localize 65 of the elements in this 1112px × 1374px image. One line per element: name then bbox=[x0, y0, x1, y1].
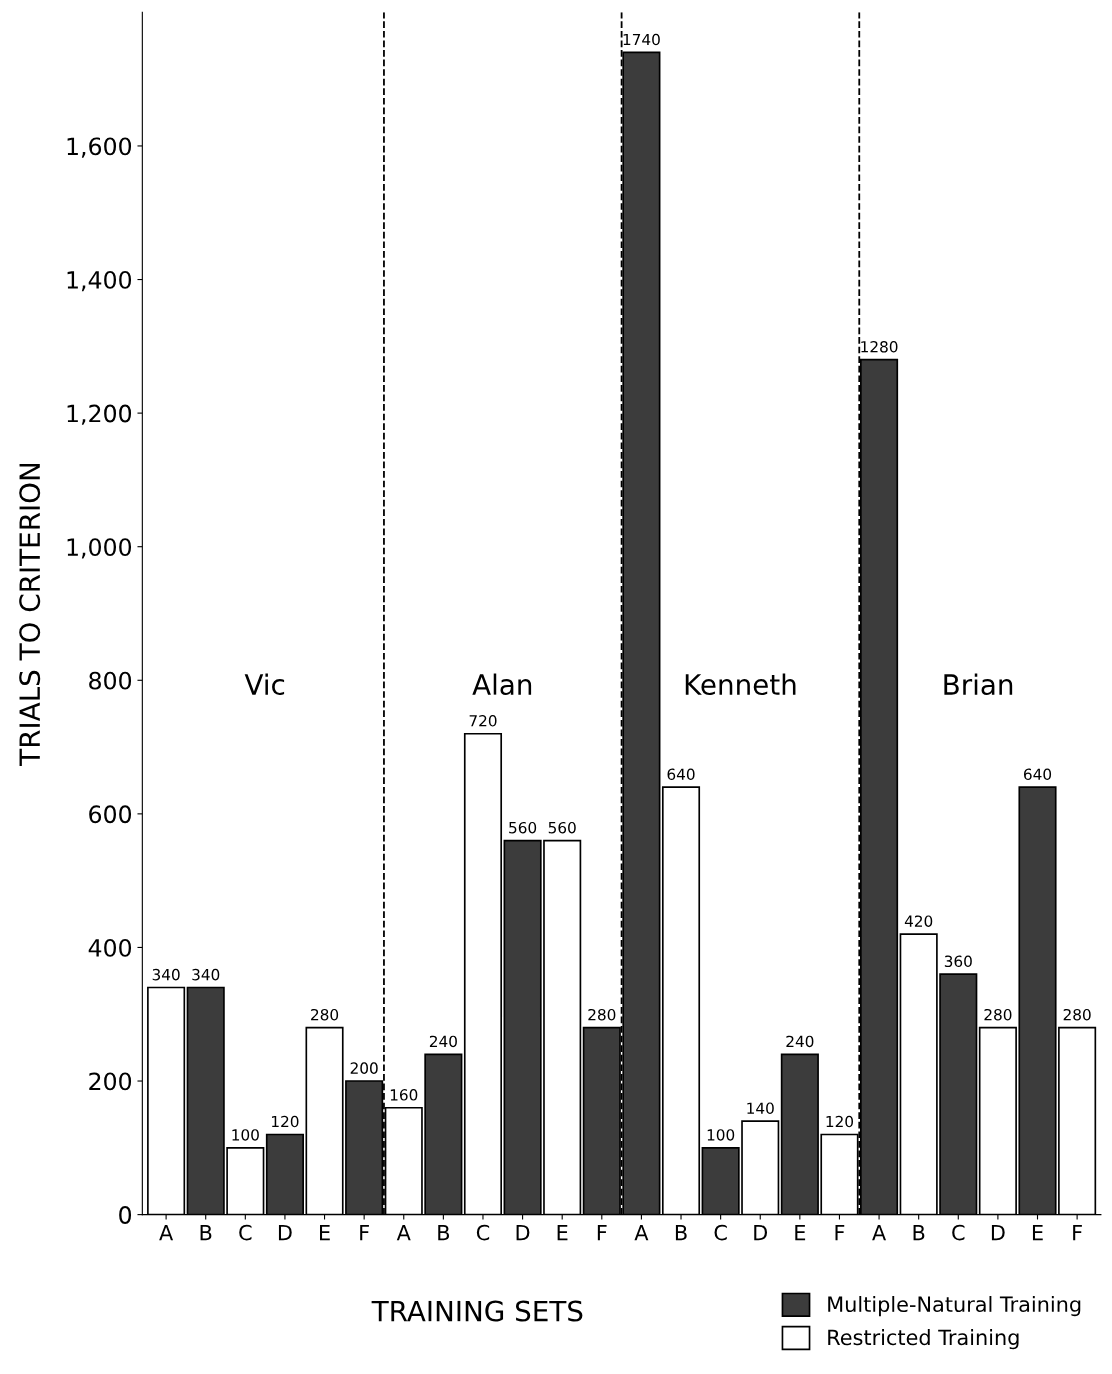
y-tick-label: 1,600 bbox=[67, 137, 132, 158]
x-tick-label: B bbox=[913, 1224, 925, 1241]
data-label: 120 bbox=[272, 1115, 299, 1128]
x-tick-label: D bbox=[516, 1224, 530, 1241]
x-tick-label: C bbox=[952, 1224, 965, 1241]
data-label: 120 bbox=[826, 1115, 854, 1128]
legend-label: Restricted Training bbox=[828, 1329, 1019, 1350]
x-tick-label: F bbox=[1073, 1224, 1082, 1241]
data-label: 280 bbox=[311, 1008, 339, 1021]
data-label: 640 bbox=[667, 768, 695, 781]
data-label: 280 bbox=[588, 1008, 616, 1021]
y-tick-label: 800 bbox=[89, 671, 132, 690]
x-tick-label: E bbox=[557, 1224, 568, 1241]
legend-label: Multiple-Natural Training bbox=[828, 1295, 1081, 1317]
x-tick-label: B bbox=[438, 1224, 450, 1241]
y-tick-label: 1,000 bbox=[67, 538, 132, 559]
x-tick-label: F bbox=[360, 1224, 369, 1241]
x-tick-label: C bbox=[714, 1224, 727, 1241]
data-label: 720 bbox=[469, 715, 497, 727]
annotation: Alan bbox=[472, 673, 532, 696]
data-label: 280 bbox=[1063, 1008, 1091, 1021]
y-tick-label: 0 bbox=[119, 1206, 132, 1224]
data-label: 160 bbox=[390, 1089, 418, 1101]
y-axis-title: TRIALS TO CRITERION bbox=[19, 463, 41, 766]
y-tick-label: 1,400 bbox=[67, 270, 132, 292]
data-label: 640 bbox=[1023, 768, 1052, 781]
data-label: 560 bbox=[509, 821, 537, 834]
data-label: 200 bbox=[350, 1062, 378, 1074]
x-tick-label: D bbox=[754, 1224, 768, 1241]
data-label: 340 bbox=[152, 968, 180, 981]
data-label: 100 bbox=[232, 1129, 259, 1141]
annotation: Kenneth bbox=[685, 673, 796, 696]
data-label: 360 bbox=[944, 955, 972, 968]
x-tick-label: A bbox=[396, 1224, 411, 1241]
x-tick-label: A bbox=[159, 1224, 174, 1241]
x-tick-label: E bbox=[795, 1224, 806, 1241]
x-tick-label: B bbox=[675, 1224, 687, 1241]
y-tick-label: 600 bbox=[89, 805, 132, 824]
y-tick-label: 400 bbox=[88, 938, 132, 957]
data-label: 280 bbox=[984, 1008, 1012, 1021]
x-tick-label: E bbox=[320, 1224, 330, 1241]
data-label: 560 bbox=[548, 821, 576, 834]
x-tick-label: D bbox=[991, 1224, 1005, 1241]
annotation: Vic bbox=[244, 673, 285, 696]
x-tick-label: E bbox=[1032, 1224, 1043, 1241]
annotation: Brian bbox=[944, 673, 1013, 696]
x-tick-label: B bbox=[200, 1224, 212, 1241]
data-label: 140 bbox=[747, 1102, 774, 1114]
data-label: 1740 bbox=[623, 33, 660, 46]
data-label: 340 bbox=[192, 968, 220, 981]
x-tick-label: C bbox=[476, 1224, 490, 1241]
y-tick-label: 200 bbox=[89, 1072, 132, 1091]
x-tick-label: A bbox=[872, 1224, 887, 1241]
data-label: 420 bbox=[904, 915, 933, 927]
data-label: 240 bbox=[429, 1035, 457, 1048]
x-tick-label: D bbox=[278, 1224, 292, 1241]
y-tick-label: 1,200 bbox=[67, 404, 132, 425]
x-axis-title: TRAINING SETS bbox=[371, 1300, 583, 1322]
x-tick-label: F bbox=[835, 1224, 845, 1241]
x-tick-label: F bbox=[597, 1224, 607, 1241]
data-label: 1280 bbox=[861, 341, 898, 353]
x-tick-label: A bbox=[634, 1224, 649, 1241]
data-label: 240 bbox=[786, 1035, 814, 1048]
x-tick-label: C bbox=[239, 1224, 252, 1241]
data-label: 100 bbox=[707, 1129, 735, 1141]
